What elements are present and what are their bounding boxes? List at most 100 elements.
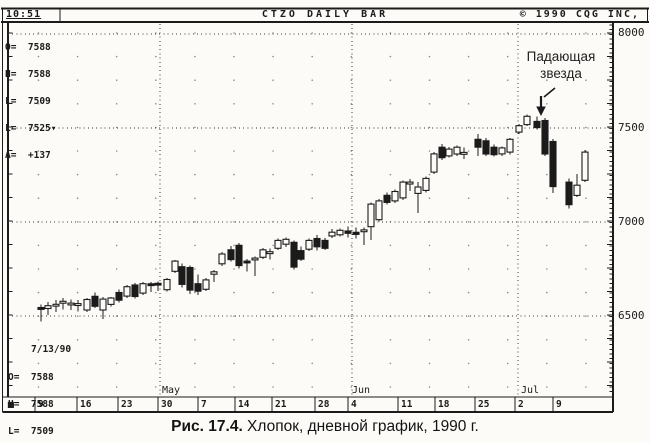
candlestick-bar xyxy=(91,295,99,307)
candlestick-bar xyxy=(163,278,171,291)
candlestick-bar xyxy=(131,284,139,298)
candlestick-bar xyxy=(83,298,91,311)
x-week-label-4: 4 xyxy=(351,399,357,410)
y-tick-7500: 7500 xyxy=(618,121,645,134)
candlestick-bar xyxy=(438,146,446,159)
x-month-label-May: May xyxy=(162,385,181,396)
candlestick-bar xyxy=(305,239,313,250)
candlestick-bar xyxy=(541,119,549,155)
figure-number: Рис. 17.4. xyxy=(171,418,243,435)
annotation-line1: Падающая xyxy=(526,49,596,64)
x-week-label-14: 14 xyxy=(238,399,250,410)
dotted-gridlines xyxy=(8,24,613,396)
x-week-label-9: 9 xyxy=(38,399,44,410)
candlestick-bar xyxy=(266,251,274,255)
quote-low: L= 7509 xyxy=(8,426,54,437)
x-axis-first-cell-marker: ■ xyxy=(7,400,15,409)
annotation-arrow-icon xyxy=(536,87,556,116)
candlestick-bar xyxy=(506,138,514,153)
candlestick-bar xyxy=(67,302,75,306)
figure-caption: Рис. 17.4. Хлопок, дневной график, 1990 … xyxy=(0,417,650,437)
candlestick-bar xyxy=(186,266,194,291)
candlestick-bar xyxy=(210,271,218,275)
figure-caption-text: Хлопок, дневной график, 1990 г. xyxy=(242,418,479,435)
candlestick-bar xyxy=(321,239,329,249)
x-week-label-30: 30 xyxy=(161,399,173,410)
quote-last: L= 7525▾ xyxy=(5,123,57,134)
candlestick-bar xyxy=(123,286,131,297)
y-tick-8000: 8000 xyxy=(618,26,645,39)
quote-high: H= 7588 xyxy=(5,69,51,80)
candlestick-bar xyxy=(171,260,179,272)
candlestick-bar xyxy=(202,279,210,290)
candlestick-bar xyxy=(573,184,581,196)
candlestick-bar xyxy=(367,203,375,228)
x-month-label-Jul: Jul xyxy=(521,385,540,396)
candlestick-bar xyxy=(399,181,407,199)
x-week-label-16: 16 xyxy=(80,399,92,410)
candlestick-bar xyxy=(352,231,360,235)
candlestick-bar xyxy=(445,148,453,157)
candlestick-bar xyxy=(107,297,115,305)
quote-open: O= 7588 xyxy=(8,372,54,383)
quote-change: A= +137 xyxy=(5,150,51,161)
candlestick-bar xyxy=(460,151,468,155)
candlestick-bar xyxy=(383,194,391,203)
candlestick-bar xyxy=(490,146,498,156)
chart-title: CTZO DAILY BAR xyxy=(261,9,389,20)
candlestick-bar xyxy=(297,250,305,260)
candlestick-bar xyxy=(375,200,383,221)
quote-block-top: O= 7588 H= 7588 L= 7509 L= 7525▾ A= +137 xyxy=(5,25,56,178)
x-month-label-Jun: Jun xyxy=(352,385,371,396)
candlestick-bar xyxy=(139,283,147,294)
candlestick-bar xyxy=(515,125,523,133)
y-tick-7000: 7000 xyxy=(618,215,645,228)
candlestick-bar xyxy=(360,229,368,233)
background-dot-grid xyxy=(37,32,587,388)
candlestick-bar xyxy=(52,303,60,307)
annotation-line2: звезда xyxy=(540,65,582,81)
candlestick-bar xyxy=(344,230,352,234)
candlestick-bar xyxy=(178,266,186,285)
candles-group xyxy=(37,114,589,322)
x-week-label-11: 11 xyxy=(401,399,413,410)
clock-time: 10:51 xyxy=(6,9,42,20)
candlestick-bar xyxy=(474,138,482,148)
x-week-label-21: 21 xyxy=(275,399,287,410)
candlestick-bar xyxy=(414,186,422,194)
candlestick-bar xyxy=(274,239,282,249)
quote-low: L= 7509 xyxy=(5,96,51,107)
y-tick-6500: 6500 xyxy=(618,309,645,322)
candlestick-chart xyxy=(1,7,649,413)
x-week-label-18: 18 xyxy=(438,399,450,410)
candlestick-bar xyxy=(227,249,235,261)
candlestick-bar xyxy=(430,153,438,173)
candlestick-bar xyxy=(523,115,531,126)
candlestick-bar xyxy=(115,291,123,301)
quote-date: 7/13/90 xyxy=(31,344,72,355)
quote-open: O= 7588 xyxy=(5,42,51,53)
candlestick-bar xyxy=(565,181,573,206)
candlestick-bar xyxy=(44,305,52,310)
candlestick-bar xyxy=(74,303,82,307)
quote-high: H= 7588 xyxy=(8,399,54,410)
candlestick-bar xyxy=(147,283,155,287)
x-week-label-7: 7 xyxy=(201,399,207,410)
candlestick-bar xyxy=(406,181,414,185)
candlestick-bar xyxy=(154,282,162,286)
candlestick-bar xyxy=(336,229,344,236)
candlestick-bar xyxy=(99,298,107,311)
x-week-label-2: 2 xyxy=(518,399,524,410)
quote-block-bottom: O= 7588 H= 7588 L= 7509 C= 7525 xyxy=(8,355,54,443)
candlestick-bar xyxy=(259,249,267,258)
candlestick-bar xyxy=(581,151,589,181)
x-week-label-9: 9 xyxy=(556,399,562,410)
candlestick-bar xyxy=(37,306,45,310)
candlestick-bar xyxy=(194,283,202,292)
candlestick-bar xyxy=(59,300,67,304)
candlestick-bar xyxy=(218,253,226,265)
candlestick-bar xyxy=(251,257,259,261)
candlestick-bar xyxy=(243,260,251,264)
candlestick-bar xyxy=(313,237,321,248)
